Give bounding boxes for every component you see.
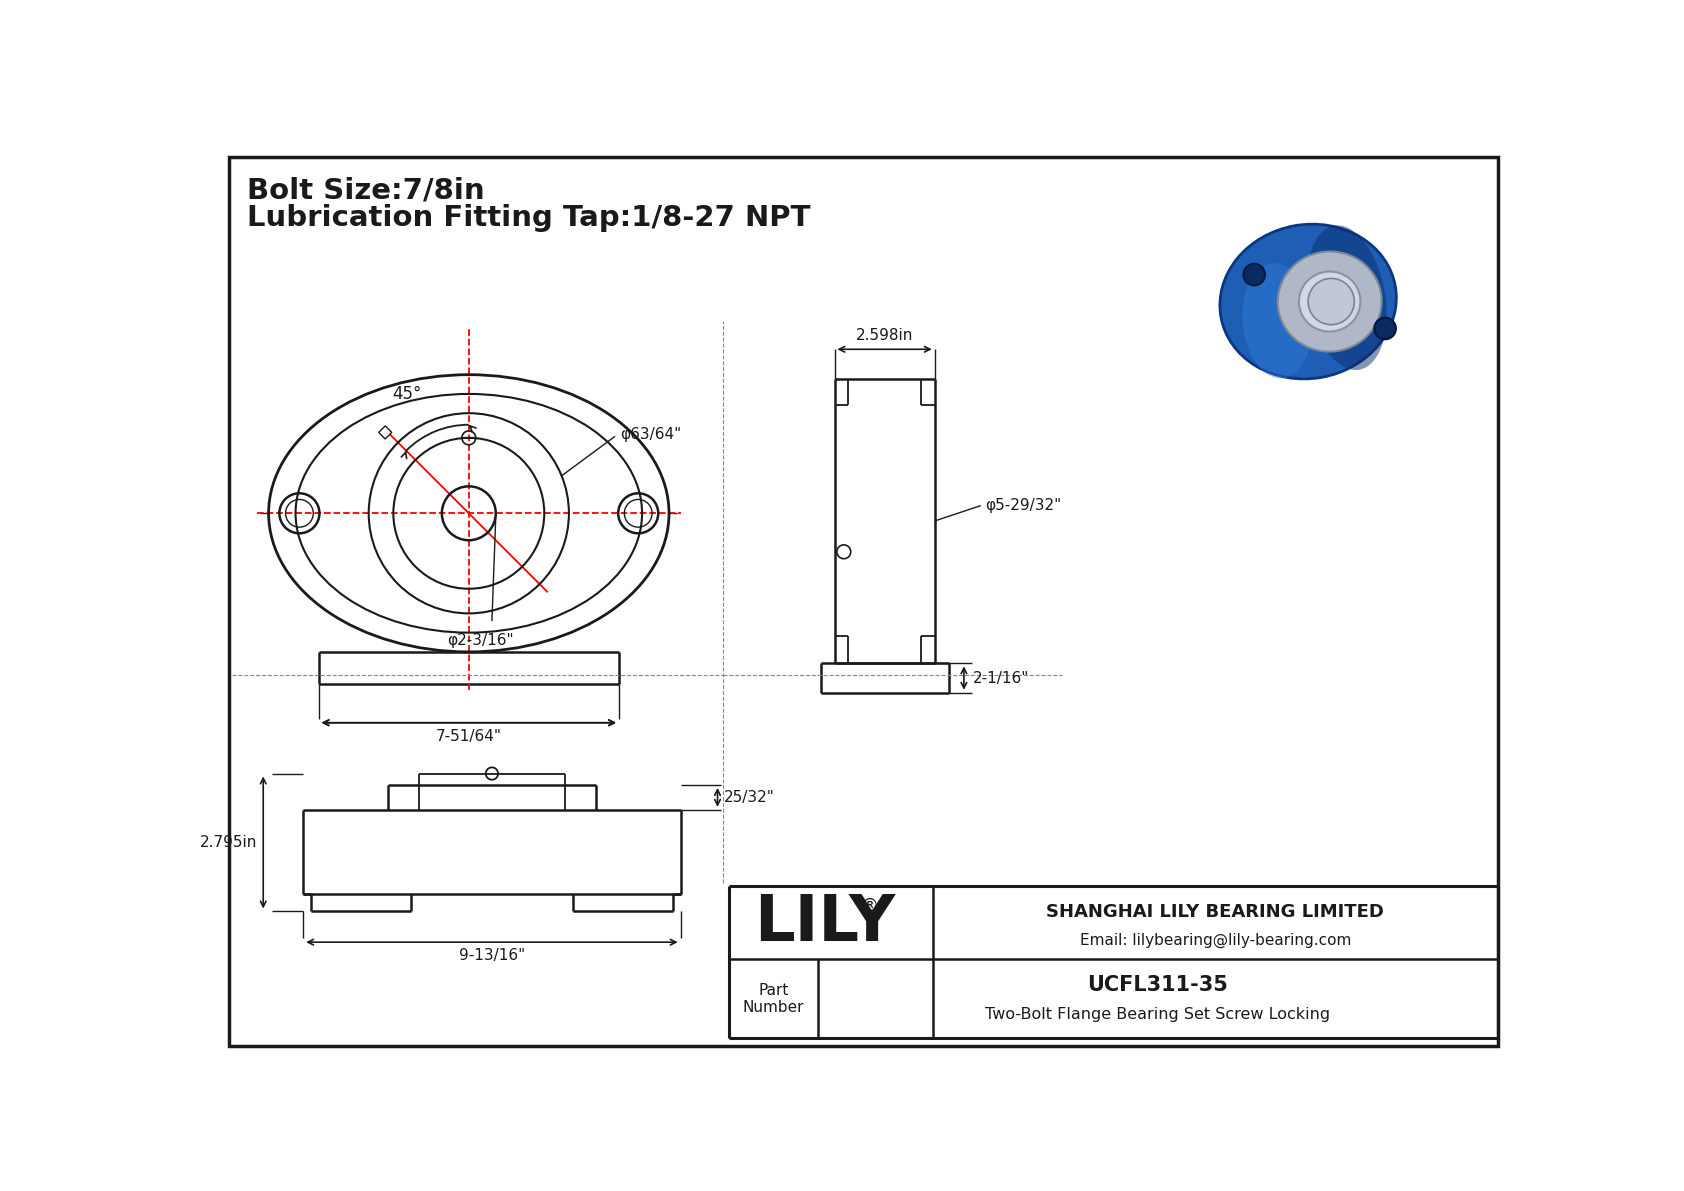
Text: Lubrication Fitting Tap:1/8-27 NPT: Lubrication Fitting Tap:1/8-27 NPT [248,204,810,232]
Text: φ2-3/16": φ2-3/16" [446,632,514,648]
Text: φ5-29/32": φ5-29/32" [985,498,1061,513]
Text: UCFL311-35: UCFL311-35 [1088,975,1228,994]
Ellipse shape [1278,251,1381,351]
Text: Part
Number: Part Number [743,983,803,1015]
Text: Email: lilybearing@lily-bearing.com: Email: lilybearing@lily-bearing.com [1079,934,1351,948]
Circle shape [1308,279,1354,325]
Text: 2.795in: 2.795in [200,835,258,850]
Text: 25/32": 25/32" [724,790,775,805]
Bar [379,426,392,439]
Text: 45°: 45° [392,385,423,403]
Ellipse shape [1307,225,1386,370]
Ellipse shape [1219,224,1396,379]
Text: 2.598in: 2.598in [855,328,913,343]
Text: LILY: LILY [754,892,896,954]
Text: Two-Bolt Flange Bearing Set Screw Locking: Two-Bolt Flange Bearing Set Screw Lockin… [985,1006,1330,1022]
Text: φ63/64": φ63/64" [620,428,682,442]
Text: 7-51/64": 7-51/64" [436,729,502,744]
Text: 2-1/16": 2-1/16" [973,671,1029,686]
Ellipse shape [1298,272,1361,331]
Text: ®: ® [861,897,879,915]
Text: Bolt Size:7/8in: Bolt Size:7/8in [248,176,485,204]
Ellipse shape [1243,263,1312,379]
Text: SHANGHAI LILY BEARING LIMITED: SHANGHAI LILY BEARING LIMITED [1046,903,1384,921]
Text: 9-13/16": 9-13/16" [458,948,525,964]
Circle shape [1374,318,1396,339]
Circle shape [1243,264,1265,286]
